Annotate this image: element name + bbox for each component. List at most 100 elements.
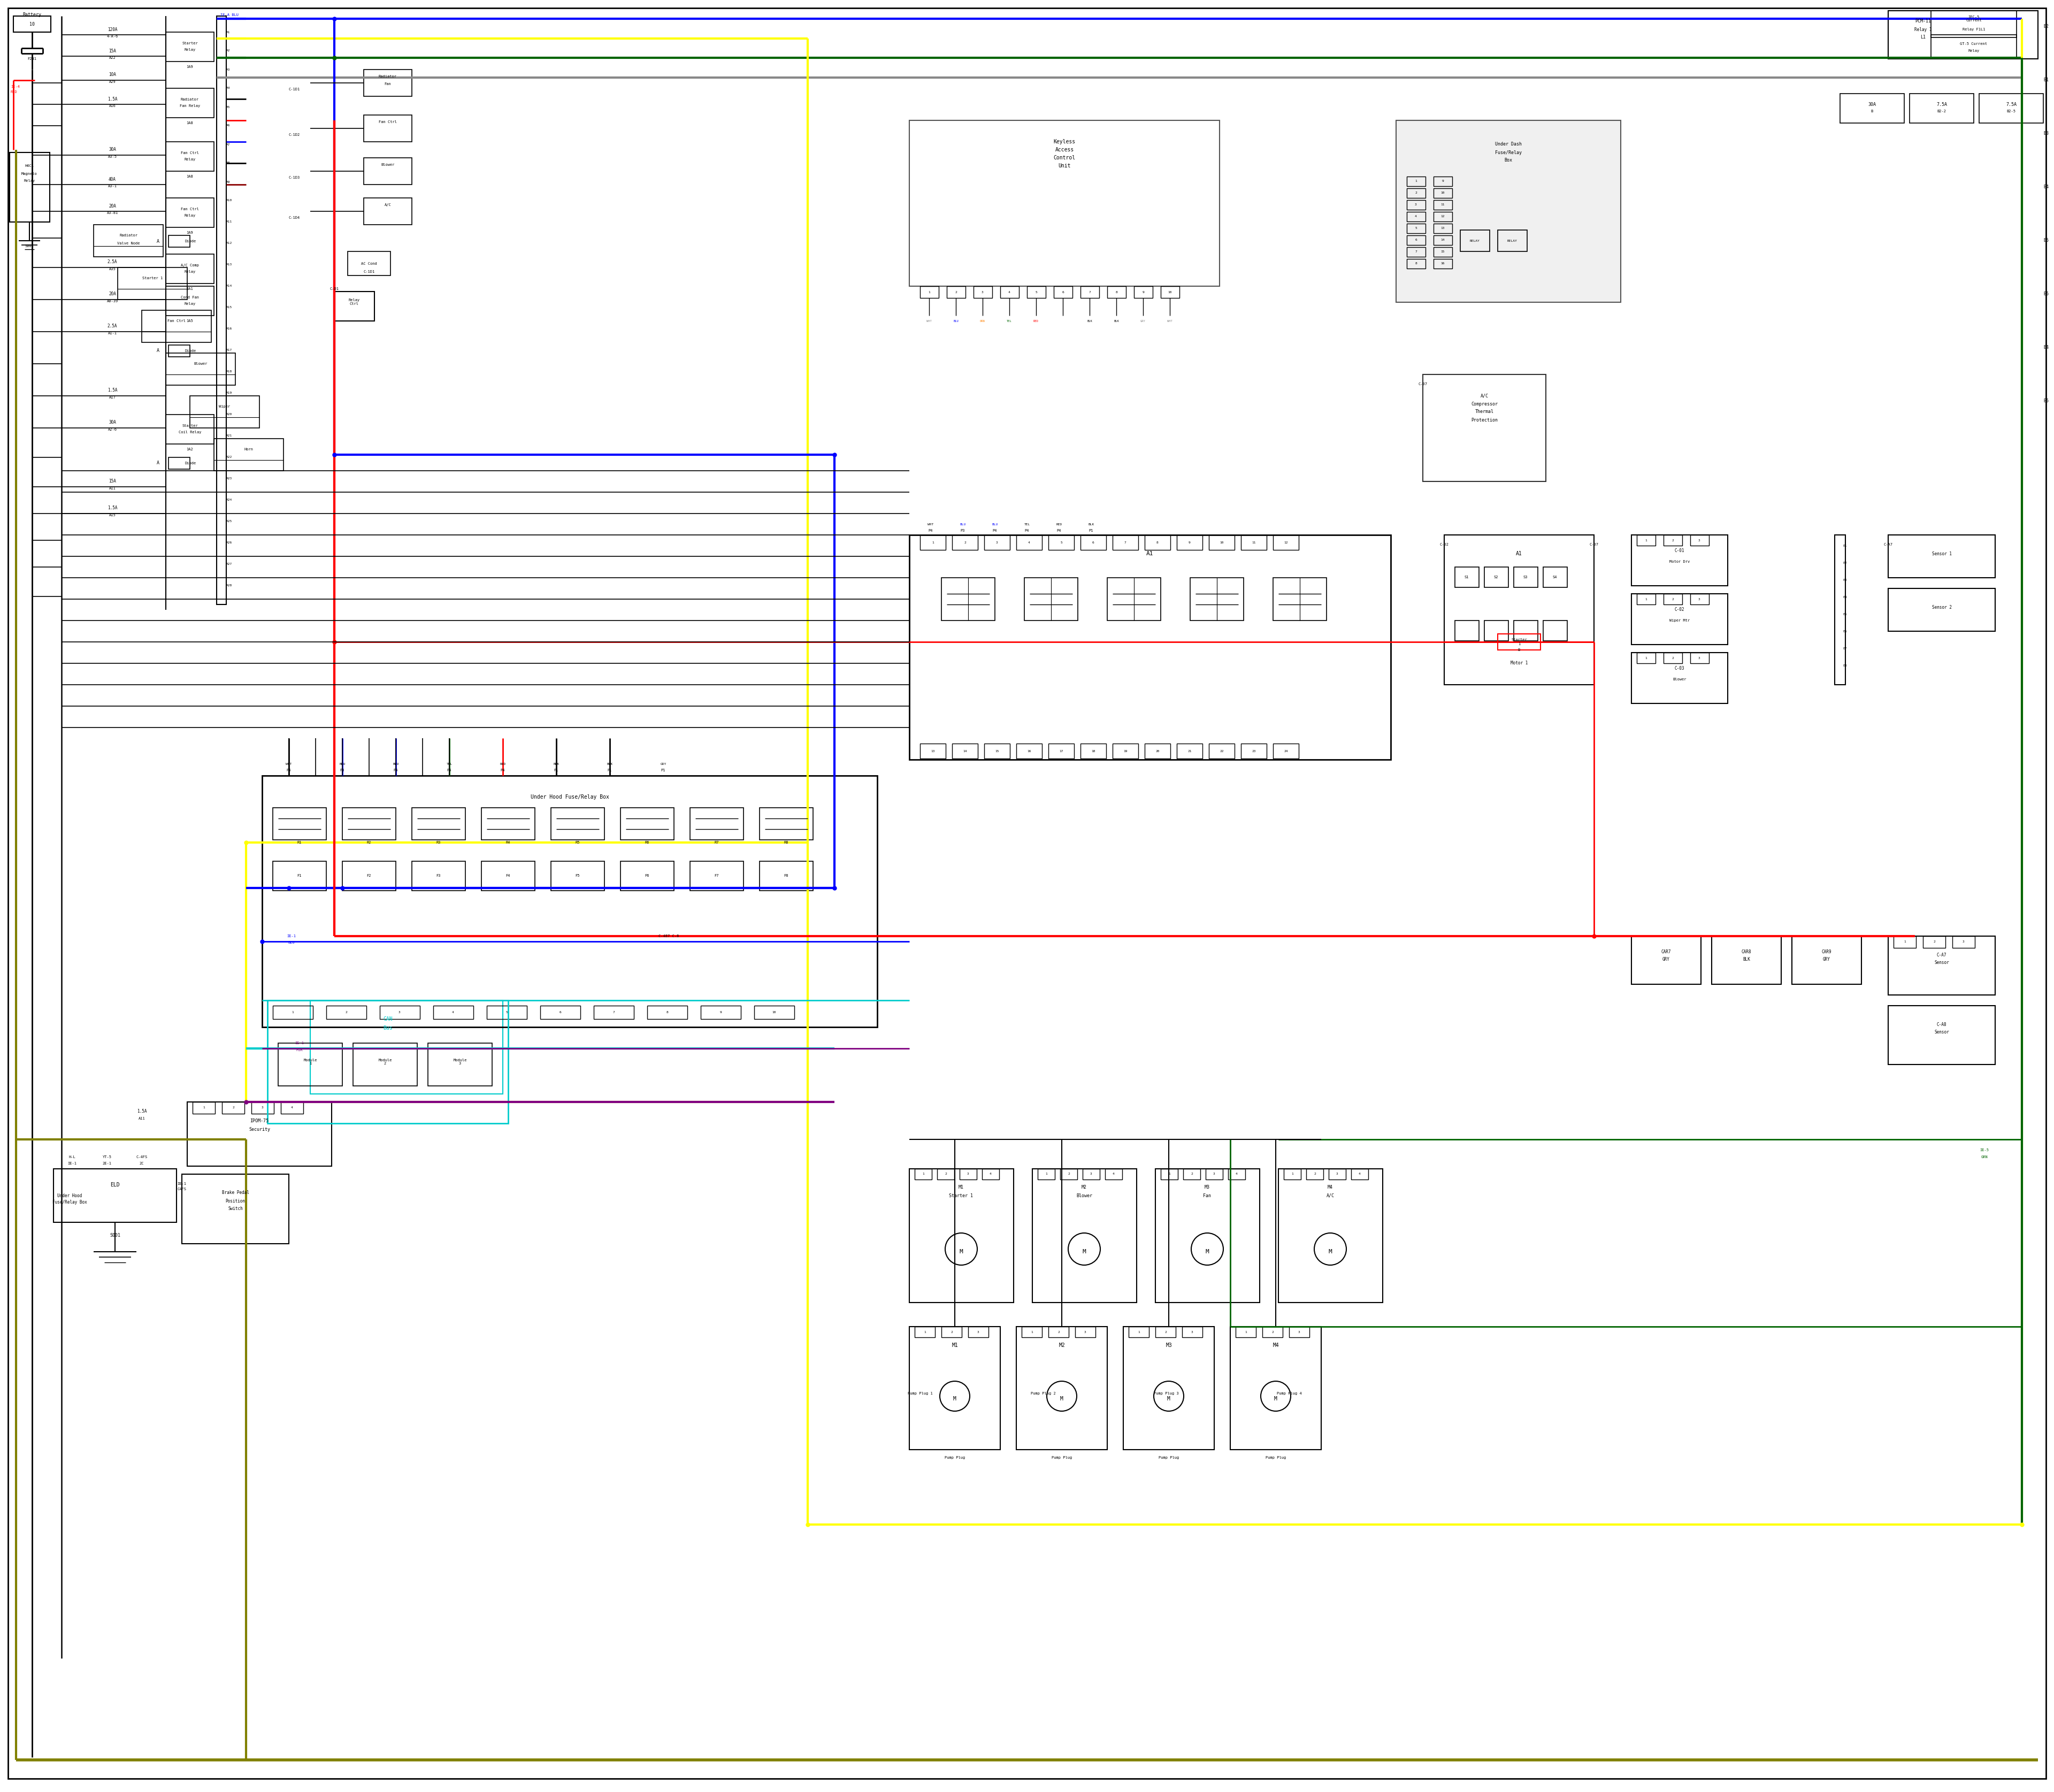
Bar xyxy=(1931,34,2017,59)
Text: IE-1: IE-1 xyxy=(68,1161,76,1165)
Bar xyxy=(1241,536,1267,550)
Text: R2: R2 xyxy=(368,840,372,844)
Text: Control: Control xyxy=(1054,156,1076,161)
Bar xyxy=(1407,188,1425,197)
Text: C-07: C-07 xyxy=(1590,543,1598,547)
Bar xyxy=(910,120,1220,287)
Text: R7: R7 xyxy=(715,840,719,844)
Bar xyxy=(1144,744,1171,758)
Text: 14: 14 xyxy=(963,749,967,753)
Bar xyxy=(353,1043,417,1086)
Bar xyxy=(700,1005,741,1020)
Text: A24: A24 xyxy=(226,498,232,502)
Text: ORN: ORN xyxy=(980,319,986,323)
Bar xyxy=(347,251,390,276)
Text: C-4FS: C-4FS xyxy=(136,1156,148,1159)
Bar xyxy=(1434,258,1452,269)
Bar xyxy=(267,1000,507,1124)
Bar xyxy=(327,1005,366,1020)
Text: Sensor 1: Sensor 1 xyxy=(1931,552,1951,556)
Text: E1: E1 xyxy=(1842,545,1847,547)
Text: 16: 16 xyxy=(1027,749,1031,753)
Text: M3: M3 xyxy=(1165,1342,1173,1348)
Text: 24: 24 xyxy=(1284,749,1288,753)
Text: F4: F4 xyxy=(505,874,511,878)
Text: 120A: 120A xyxy=(107,27,117,32)
Text: BLK: BLK xyxy=(606,763,612,765)
Bar xyxy=(263,776,877,1027)
Bar xyxy=(273,1005,312,1020)
Text: 13: 13 xyxy=(930,749,935,753)
Bar xyxy=(1352,1168,1368,1179)
Text: RED: RED xyxy=(1033,319,1039,323)
Bar xyxy=(953,536,978,550)
Text: E8: E8 xyxy=(1842,665,1847,667)
Text: A3-81: A3-81 xyxy=(107,211,117,215)
Bar xyxy=(1894,935,1916,948)
Text: A3-5: A3-5 xyxy=(107,156,117,158)
Text: A29: A29 xyxy=(109,81,115,84)
Bar xyxy=(1134,287,1152,297)
Text: H4C1: H4C1 xyxy=(25,165,35,167)
Bar xyxy=(1189,577,1243,620)
Text: Blower: Blower xyxy=(1076,1193,1093,1199)
Bar xyxy=(1048,744,1074,758)
Text: Motor 1: Motor 1 xyxy=(1510,661,1528,665)
Text: 1A5: 1A5 xyxy=(187,319,193,323)
Text: E4: E4 xyxy=(1842,595,1847,599)
Bar xyxy=(1025,577,1078,620)
Bar xyxy=(117,267,187,299)
Text: Starter 1: Starter 1 xyxy=(142,276,162,280)
Text: B5: B5 xyxy=(2044,400,2048,403)
Text: Relay F1L1: Relay F1L1 xyxy=(1962,29,1984,30)
Text: RED: RED xyxy=(499,763,505,765)
Text: C-1D3: C-1D3 xyxy=(288,176,300,179)
Text: P4: P4 xyxy=(501,769,505,772)
Text: 2C: 2C xyxy=(140,1161,144,1165)
Text: A18: A18 xyxy=(226,371,232,373)
Text: 13: 13 xyxy=(1440,228,1444,229)
Text: L1: L1 xyxy=(1920,36,1927,39)
Bar xyxy=(1237,1326,1255,1337)
Text: A16: A16 xyxy=(109,104,115,108)
Text: CAR7: CAR7 xyxy=(1662,950,1672,955)
Text: Security: Security xyxy=(249,1127,271,1133)
Text: 10: 10 xyxy=(772,1011,776,1014)
Text: C-1D1: C-1D1 xyxy=(364,271,374,274)
Bar xyxy=(1637,536,1656,545)
Text: P4: P4 xyxy=(992,529,996,532)
Bar xyxy=(1631,935,1701,984)
Bar xyxy=(1711,935,1781,984)
Text: M: M xyxy=(1167,1396,1171,1401)
Text: ELD: ELD xyxy=(111,1183,119,1188)
Text: 1A1: 1A1 xyxy=(187,287,193,290)
Bar xyxy=(1306,1168,1323,1179)
Text: TEL: TEL xyxy=(1025,523,1029,525)
Bar xyxy=(1284,1168,1300,1179)
Bar xyxy=(941,577,994,620)
Bar xyxy=(1434,235,1452,246)
Text: C4FS: C4FS xyxy=(177,1188,187,1190)
Bar xyxy=(1434,177,1452,186)
Bar xyxy=(1082,1168,1099,1179)
Text: A/C: A/C xyxy=(1327,1193,1335,1199)
Text: BLU: BLU xyxy=(953,319,959,323)
Text: P1: P1 xyxy=(661,769,665,772)
Text: Cond Fan: Cond Fan xyxy=(181,296,199,299)
Bar xyxy=(1124,1326,1214,1450)
Text: Relay 1: Relay 1 xyxy=(1914,27,1931,32)
Bar xyxy=(1434,224,1452,233)
Text: GRY: GRY xyxy=(1662,957,1670,962)
Text: BLU: BLU xyxy=(392,763,398,765)
Text: A25: A25 xyxy=(226,520,232,523)
Text: E6: E6 xyxy=(1842,629,1847,633)
Text: A20: A20 xyxy=(226,414,232,416)
Text: P1: P1 xyxy=(1089,529,1093,532)
Bar xyxy=(1454,566,1479,588)
Bar xyxy=(910,1326,1000,1450)
Text: GRY: GRY xyxy=(1140,319,1146,323)
Text: Under Hood Fuse/Relay Box: Under Hood Fuse/Relay Box xyxy=(530,794,608,799)
Bar xyxy=(1033,1168,1136,1303)
Text: Pump Plug: Pump Plug xyxy=(1052,1457,1072,1459)
Text: IE-1: IE-1 xyxy=(288,934,296,937)
